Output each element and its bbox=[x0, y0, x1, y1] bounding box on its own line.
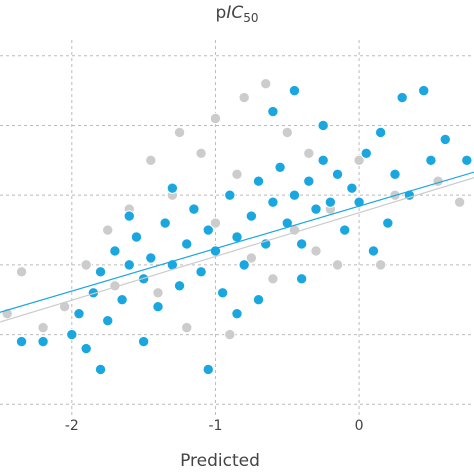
x-axis-label: Predicted bbox=[180, 451, 260, 471]
data-point bbox=[288, 84, 301, 97]
data-point bbox=[303, 147, 315, 160]
data-point bbox=[267, 196, 279, 208]
data-point bbox=[80, 342, 92, 355]
data-point bbox=[166, 182, 179, 194]
data-point bbox=[389, 168, 401, 180]
x-tick-label: 0 bbox=[355, 418, 364, 434]
data-point bbox=[58, 301, 71, 313]
data-point bbox=[130, 231, 143, 243]
data-point bbox=[173, 280, 186, 292]
data-point bbox=[396, 91, 408, 104]
data-point bbox=[360, 147, 372, 160]
data-point bbox=[267, 273, 279, 285]
data-point bbox=[209, 112, 222, 125]
data-point bbox=[202, 224, 214, 236]
data-point bbox=[152, 287, 164, 299]
data-point bbox=[281, 217, 293, 229]
data-point bbox=[274, 161, 286, 173]
data-point bbox=[195, 266, 207, 278]
data-point bbox=[324, 196, 337, 208]
data-point bbox=[310, 245, 322, 257]
data-point bbox=[252, 175, 265, 187]
data-point bbox=[245, 210, 258, 222]
data-point bbox=[152, 301, 164, 313]
data-point bbox=[238, 259, 250, 271]
x-tick-label: -2 bbox=[65, 418, 79, 434]
data-point bbox=[94, 363, 107, 376]
data-point bbox=[181, 238, 193, 250]
x-tick-label: -1 bbox=[208, 418, 222, 434]
title-part: p bbox=[216, 3, 227, 23]
data-point bbox=[102, 224, 114, 236]
data-point bbox=[238, 91, 250, 104]
data-point bbox=[331, 259, 344, 271]
fit-line bbox=[0, 171, 474, 313]
data-point bbox=[202, 363, 214, 376]
data-point bbox=[87, 287, 100, 299]
data-point bbox=[188, 203, 200, 215]
data-point bbox=[317, 119, 329, 132]
data-point bbox=[137, 335, 150, 348]
data-point bbox=[295, 238, 308, 250]
title-part: 50 bbox=[243, 11, 258, 25]
data-point bbox=[80, 259, 92, 271]
data-point bbox=[339, 224, 351, 236]
data-point bbox=[439, 133, 451, 146]
data-point bbox=[216, 287, 229, 299]
data-point bbox=[73, 307, 85, 320]
data-point bbox=[252, 294, 265, 306]
data-point bbox=[346, 182, 358, 194]
data-point bbox=[281, 126, 293, 139]
data-point bbox=[145, 252, 157, 264]
data-point bbox=[209, 217, 222, 229]
data-point bbox=[37, 321, 49, 334]
data-point bbox=[145, 154, 157, 167]
data-point bbox=[453, 196, 466, 208]
data-point bbox=[159, 217, 171, 229]
data-point bbox=[425, 154, 437, 167]
data-point bbox=[310, 203, 322, 215]
data-point bbox=[418, 84, 430, 97]
data-point bbox=[66, 328, 78, 341]
data-point bbox=[94, 266, 107, 278]
fit-line bbox=[0, 177, 474, 323]
data-point bbox=[245, 252, 258, 264]
data-point bbox=[461, 154, 473, 167]
data-point bbox=[123, 259, 135, 271]
data-point bbox=[224, 328, 236, 341]
data-point bbox=[267, 105, 279, 118]
data-point bbox=[231, 307, 243, 320]
data-point bbox=[260, 77, 272, 90]
data-point bbox=[303, 175, 315, 187]
data-point bbox=[374, 259, 387, 271]
data-point bbox=[224, 189, 236, 201]
data-point bbox=[331, 168, 344, 180]
data-point bbox=[195, 147, 207, 160]
data-point bbox=[353, 154, 365, 167]
data-point bbox=[15, 266, 28, 278]
data-point bbox=[181, 321, 193, 334]
data-point bbox=[123, 210, 135, 222]
data-point bbox=[37, 335, 49, 348]
title-part: IC bbox=[226, 3, 243, 23]
data-point bbox=[102, 314, 114, 327]
data-point bbox=[173, 126, 186, 139]
data-point bbox=[295, 273, 308, 285]
data-point bbox=[367, 245, 380, 257]
data-point bbox=[231, 168, 243, 180]
chart-title: pIC50 bbox=[216, 3, 259, 25]
data-point bbox=[317, 154, 329, 167]
data-point bbox=[15, 335, 28, 348]
data-point bbox=[382, 217, 394, 229]
data-point bbox=[374, 126, 387, 139]
data-point bbox=[288, 189, 301, 201]
data-point bbox=[109, 245, 121, 257]
data-point bbox=[116, 294, 128, 306]
